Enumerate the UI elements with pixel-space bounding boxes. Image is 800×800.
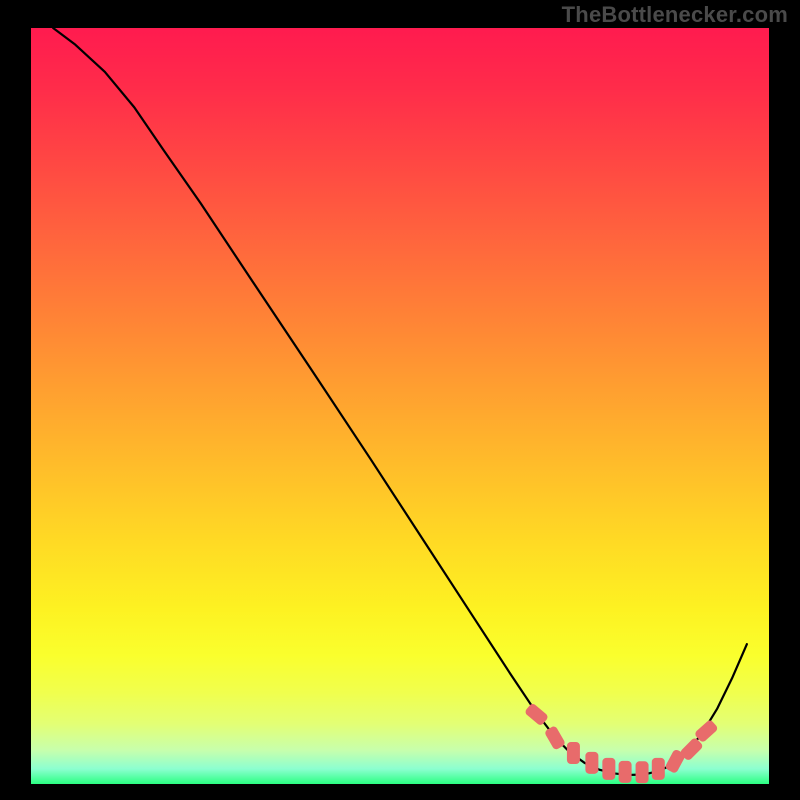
marker-dot [567, 742, 580, 764]
marker-dot [585, 752, 598, 774]
watermark-text: TheBottlenecker.com [562, 2, 788, 28]
marker-dot [602, 758, 615, 780]
marker-dot [652, 758, 665, 780]
chart-background [31, 28, 769, 784]
chart-svg [31, 28, 769, 784]
marker-dot [619, 761, 632, 783]
plot-area [31, 28, 769, 784]
marker-dot [636, 761, 649, 783]
image-frame: TheBottlenecker.com [0, 0, 800, 800]
